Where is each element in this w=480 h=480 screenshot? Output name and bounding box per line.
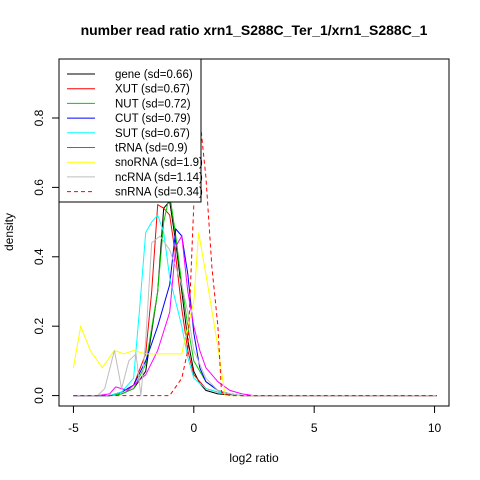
x-axis: -5 0 5 10	[68, 405, 442, 435]
legend-label: ncRNA (sd=1.14)	[115, 172, 203, 184]
legend: gene (sd=0.66) XUT (sd=0.67) NUT (sd=0.72)…	[58, 58, 203, 203]
series-layer	[72, 79, 437, 397]
series-line-4	[73, 214, 437, 397]
legend-label: snoRNA (sd=1.9)	[115, 157, 203, 169]
legend-label: SUT (sd=0.67)	[115, 128, 190, 140]
legend-label: snRNA (sd=0.34)	[115, 187, 203, 199]
legend-label: tRNA (sd=0.9)	[115, 143, 188, 155]
y-tick-label: 0.4	[32, 248, 46, 265]
series-line-0	[73, 200, 437, 397]
x-tick-label: -5	[68, 421, 79, 435]
y-tick-label: 0.8	[32, 109, 46, 126]
legend-box	[58, 58, 202, 203]
series-line-7	[73, 235, 437, 397]
series-line-3	[73, 227, 437, 397]
series-line-8	[73, 79, 437, 397]
x-axis-label: log2 ratio	[229, 451, 279, 465]
series-line-6	[72, 232, 437, 397]
x-tick-label: 5	[311, 421, 318, 435]
y-tick-label: 0.0	[32, 387, 46, 404]
series-line-5	[73, 234, 437, 397]
legend-label: gene (sd=0.66)	[115, 69, 193, 81]
y-tick-label: 0.6	[32, 179, 46, 196]
y-axis: 0.0 0.2 0.4 0.6 0.8	[32, 109, 60, 404]
legend-label: NUT (sd=0.72)	[115, 98, 191, 110]
legend-label: CUT (sd=0.79)	[115, 113, 191, 125]
series-line-1	[73, 203, 437, 397]
legend-label: XUT (sd=0.67)	[115, 84, 190, 96]
y-axis-label: density	[2, 213, 16, 251]
x-tick-label: 0	[190, 421, 197, 435]
y-tick-label: 0.2	[32, 318, 46, 335]
x-tick-label: 10	[428, 421, 442, 435]
chart-title: number read ratio xrn1_S288C_Ter_1/xrn1_…	[81, 22, 428, 38]
